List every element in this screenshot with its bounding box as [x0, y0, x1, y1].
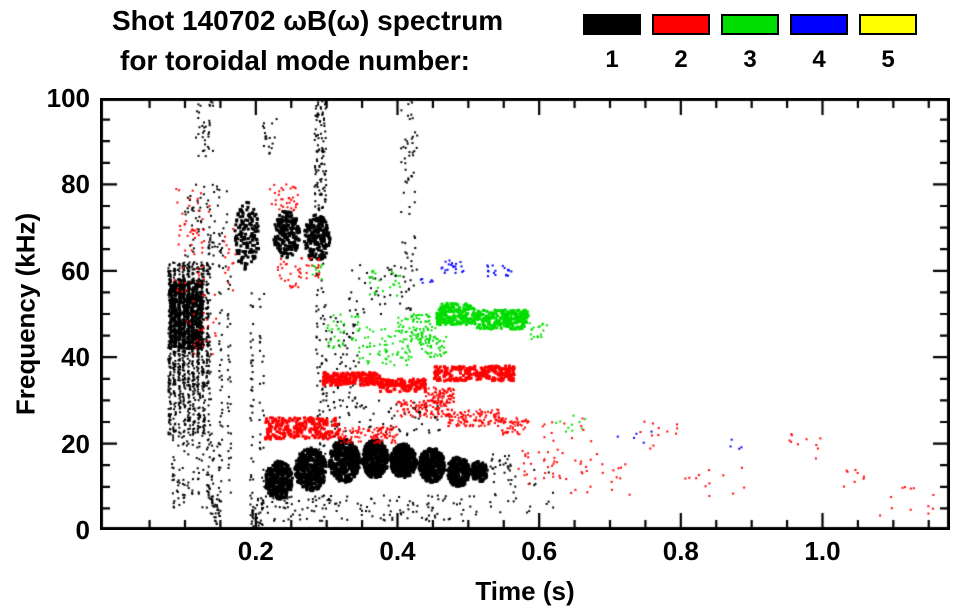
y-tick-label-100: 100	[46, 83, 90, 113]
legend-mode-number-2: 2	[674, 46, 688, 73]
legend-mode-number-1: 1	[605, 46, 619, 73]
legend-mode-number-5: 5	[881, 46, 895, 73]
legend-swatch-mode-4	[790, 14, 848, 35]
x-tick-label-1.0: 1.0	[804, 536, 841, 566]
x-tick-label-0.8: 0.8	[662, 536, 699, 566]
x-tick-label-0.4: 0.4	[379, 536, 416, 566]
y-axis-label: Frequency (kHz)	[10, 212, 41, 416]
y-tick-label-60: 60	[61, 255, 90, 286]
legend-swatch-mode-2	[652, 14, 710, 35]
x-tick-label-0.6: 0.6	[521, 536, 558, 566]
y-tick-label-20: 20	[61, 428, 90, 459]
legend-swatch-mode-5	[859, 14, 917, 35]
spectrogram-canvas	[100, 98, 950, 530]
legend-swatch-mode-3	[721, 14, 779, 35]
x-tick-label-0.2: 0.2	[237, 536, 274, 566]
legend-swatch-mode-1	[583, 14, 641, 35]
x-axis-label: Time (s)	[475, 576, 575, 606]
y-tick-label-0: 0	[75, 515, 90, 545]
plot-title: Shot 140702 ωB(ω) spectrum	[112, 5, 504, 36]
legend-mode-number-3: 3	[743, 46, 757, 73]
legend-mode-number-4: 4	[812, 46, 826, 73]
plot-subtitle: for toroidal mode number:	[120, 45, 470, 76]
y-tick-label-40: 40	[61, 342, 90, 373]
y-tick-label-80: 80	[61, 169, 90, 200]
